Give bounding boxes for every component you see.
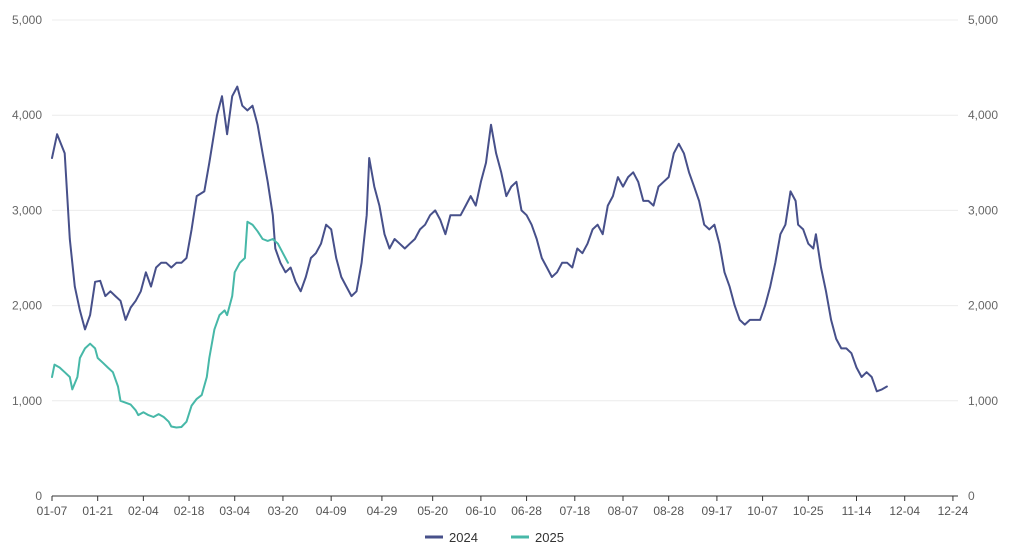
x-tick-label: 10-07: [747, 504, 778, 518]
grid-lines: [52, 19, 958, 402]
x-tick-label: 04-09: [316, 504, 347, 518]
x-tick-label: 01-21: [82, 504, 113, 518]
x-tick-label: 05-20: [417, 504, 448, 518]
x-tick-label: 12-04: [889, 504, 920, 518]
y-tick-label-right: 4,000: [968, 108, 998, 122]
legend-label-2024: 2024: [449, 530, 478, 545]
x-tick-label: 10-25: [793, 504, 824, 518]
x-tick-label: 11-14: [842, 504, 872, 518]
series-line-2024: [51, 85, 888, 393]
x-tick-label: 03-20: [268, 504, 299, 518]
axes: 0 0 1,000 1,000 2,000 2,000 3,000 3,000 4,000 4,0…: [12, 13, 998, 518]
y-tick-label-left: 5,000: [12, 13, 42, 27]
x-tick-label: 08-07: [608, 504, 639, 518]
y-tick-label-left: 3,000: [12, 203, 42, 217]
y-tick-label-left: 4,000: [12, 108, 42, 122]
x-tick-label: 06-10: [466, 504, 497, 518]
series-lines: [51, 85, 888, 429]
y-tick-label-right: 1,000: [968, 394, 998, 408]
x-tick-label: 07-18: [559, 504, 590, 518]
x-tick-label: 02-18: [174, 504, 205, 518]
legend-label-2025: 2025: [535, 530, 564, 545]
y-tick-label-left: 0: [35, 489, 42, 503]
x-tick-label: 04-29: [367, 504, 398, 518]
y-tick-label-left: 2,000: [12, 299, 42, 313]
series-line-2025: [51, 220, 289, 429]
x-tick-label: 03-04: [219, 504, 250, 518]
legend: 2024 2025: [425, 530, 564, 545]
y-tick-label-left: 1,000: [12, 394, 42, 408]
y-tick-label-right: 3,000: [968, 203, 998, 217]
x-tick-label: 01-07: [37, 504, 68, 518]
y-tick-label-right: 0: [968, 489, 975, 503]
x-tick-label: 02-04: [128, 504, 159, 518]
y-tick-label-right: 5,000: [968, 13, 998, 27]
x-tick-label: 09-17: [702, 504, 733, 518]
x-tick-label: 08-28: [653, 504, 684, 518]
y-tick-label-right: 2,000: [968, 299, 998, 313]
x-tick-label: 06-28: [511, 504, 542, 518]
x-tick-label: 12-24: [938, 504, 969, 518]
